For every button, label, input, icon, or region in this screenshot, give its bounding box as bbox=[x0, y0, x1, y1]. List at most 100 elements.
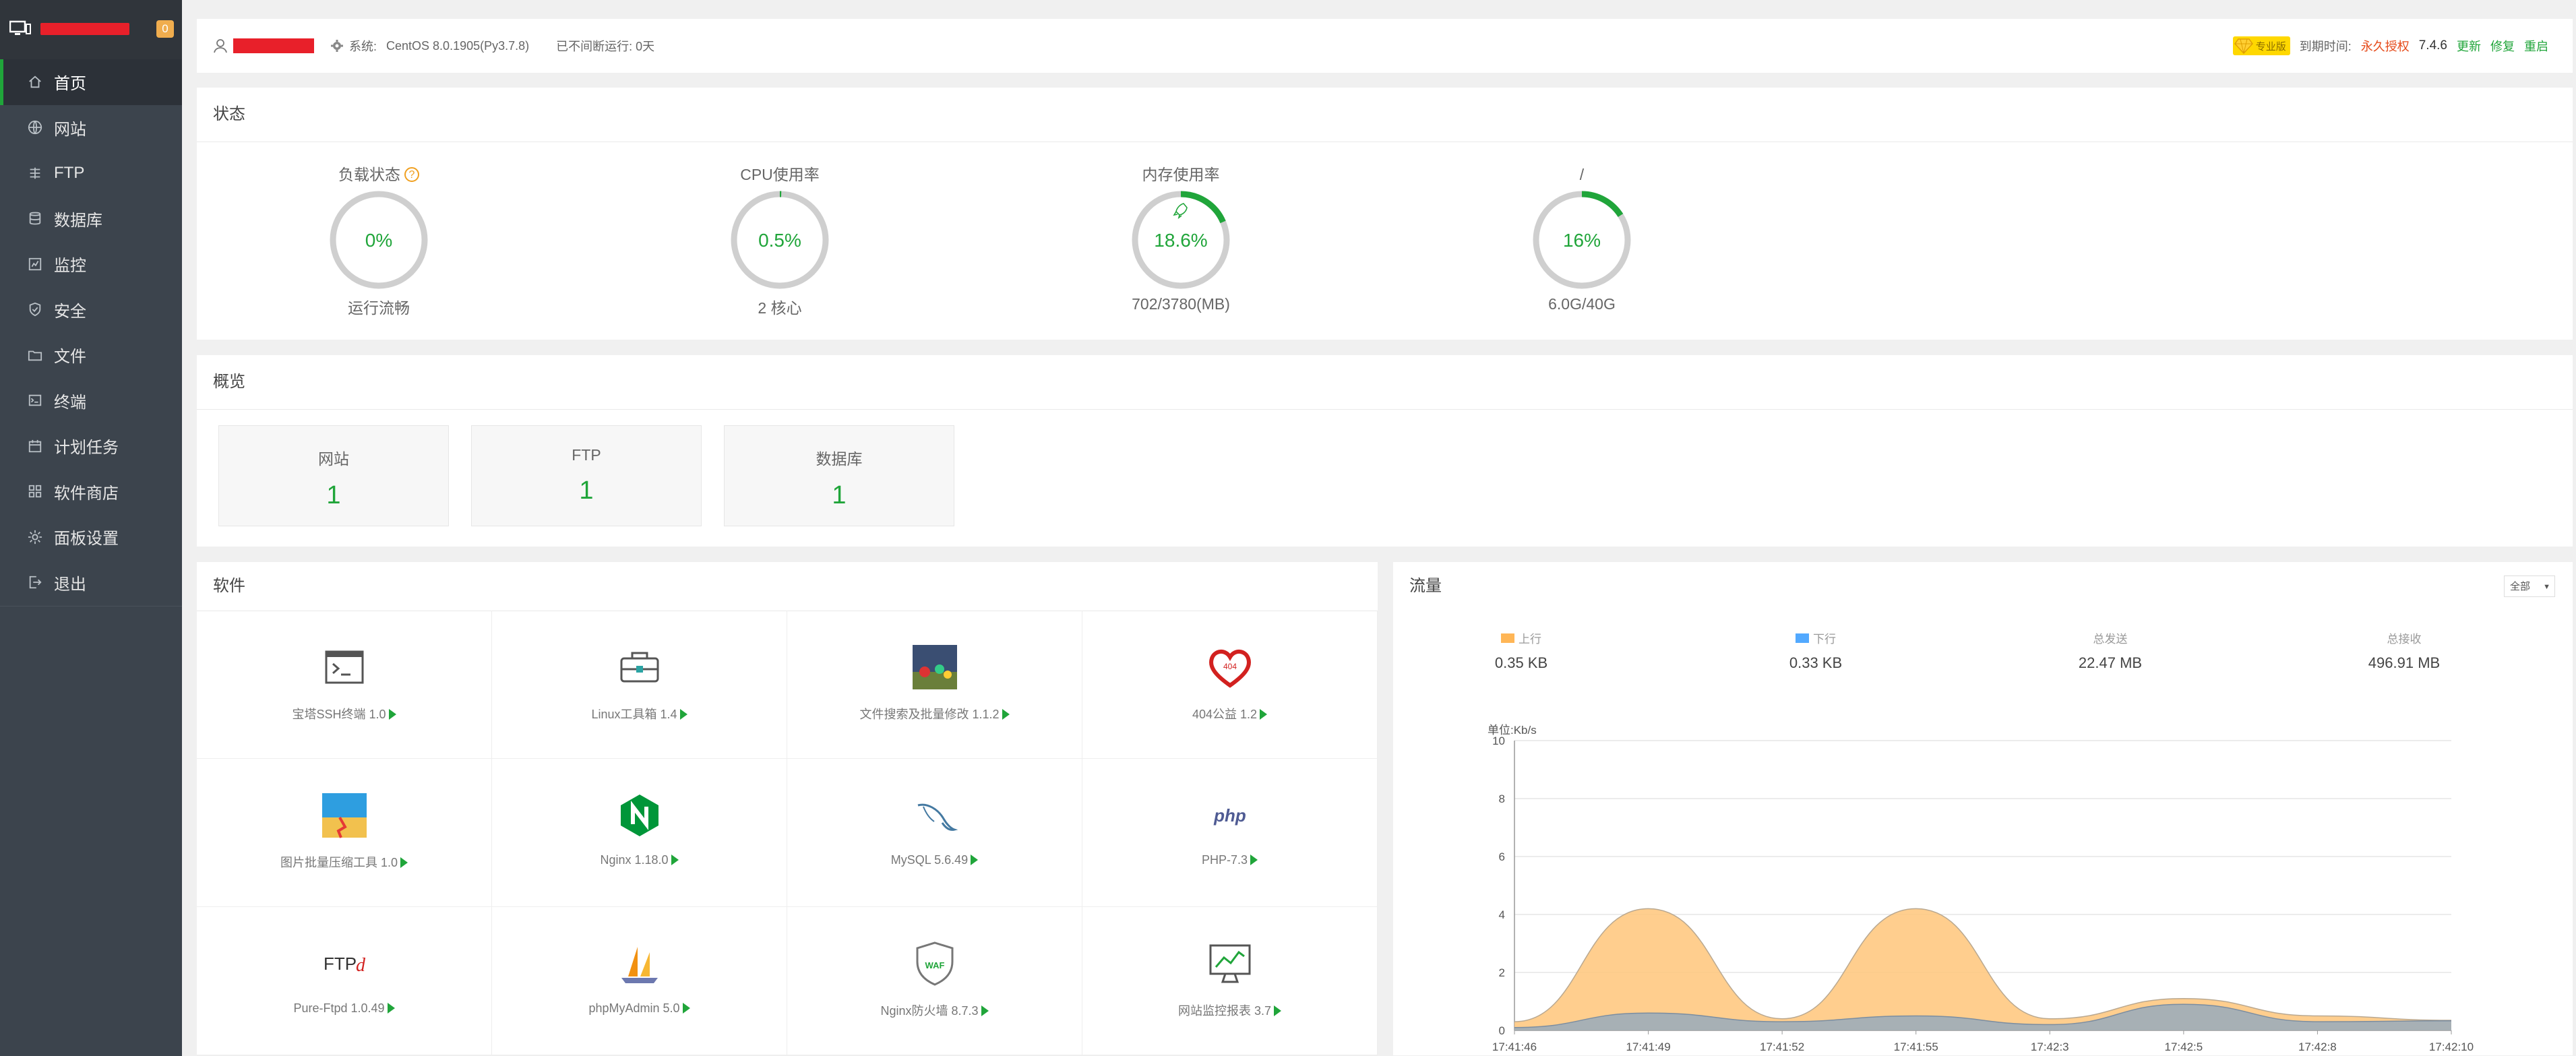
gauge-sub: 6.0G/40G bbox=[1548, 295, 1616, 313]
software-item-2[interactable]: 文件搜索及批量修改 1.1.2 bbox=[787, 611, 1082, 759]
play-arrow-icon[interactable] bbox=[400, 857, 408, 868]
pro-badge: 专业版 bbox=[2232, 36, 2290, 55]
software-item-5[interactable]: Nginx 1.18.0 bbox=[492, 759, 787, 907]
sidebar-item-label: 面板设置 bbox=[54, 530, 119, 549]
software-item-0[interactable]: 宝塔SSH终端 1.0 bbox=[197, 611, 492, 759]
overview-card-name: 网站 bbox=[318, 450, 349, 468]
repair-link[interactable]: 修复 bbox=[2490, 40, 2515, 53]
gear-icon bbox=[331, 40, 343, 52]
gauge-1[interactable]: CPU使用率 0.5% 2 核心 bbox=[712, 163, 847, 318]
play-arrow-icon[interactable] bbox=[1250, 855, 1258, 865]
overview-card-name: 数据库 bbox=[816, 450, 863, 468]
sidebar-item-0[interactable]: 首页 bbox=[0, 59, 182, 105]
software-item-6[interactable]: MySQL 5.6.49 bbox=[787, 759, 1082, 907]
sidebar-item-10[interactable]: 面板设置 bbox=[0, 514, 182, 560]
top-right-actions: 专业版 到期时间: 永久授权 7.4.6 更新 修复 重启 bbox=[2232, 19, 2548, 73]
grid-icon bbox=[27, 483, 43, 499]
overview-card-2[interactable]: 数据库 1 bbox=[724, 425, 954, 526]
software-item-7[interactable]: php PHP-7.3 bbox=[1082, 759, 1378, 907]
top-info-bar: redacted 系统: CentOS 8.0.1905(Py3.7.8) 已不… bbox=[197, 19, 2573, 73]
brand-name: redacted bbox=[40, 23, 129, 35]
svg-text:404: 404 bbox=[1223, 662, 1236, 671]
sidebar-item-label: 软件商店 bbox=[54, 484, 119, 503]
gauge-0[interactable]: 负载状态 ? 0% 运行流畅 bbox=[311, 163, 446, 318]
sidebar-item-label: 监控 bbox=[54, 257, 86, 276]
uptime: 已不间断运行: 0天 bbox=[556, 40, 655, 53]
traffic-stat-value: 496.91 MB bbox=[2368, 654, 2441, 671]
play-arrow-icon[interactable] bbox=[1260, 709, 1268, 720]
sidebar-item-9[interactable]: 软件商店 bbox=[0, 469, 182, 515]
y-tick-label: 2 bbox=[1499, 966, 1505, 979]
play-arrow-icon[interactable] bbox=[981, 1005, 989, 1016]
software-item-4[interactable]: 图片批量压缩工具 1.0 bbox=[197, 759, 492, 907]
sidebar-item-3[interactable]: 数据库 bbox=[0, 196, 182, 242]
traffic-stat-2: 总发送 22.47 MB bbox=[2009, 629, 2211, 672]
software-item-11[interactable]: 网站监控报表 3.7 bbox=[1082, 907, 1378, 1055]
gauge-title-text: CPU使用率 bbox=[740, 166, 820, 183]
traffic-stats: 上行 0.35 KB 下行 0.33 KB 总发送 22.47 MB 总接收 496.… bbox=[1393, 629, 2573, 677]
pro-label: 专业版 bbox=[2255, 40, 2286, 53]
play-arrow-icon[interactable] bbox=[671, 855, 679, 865]
x-tick-label: 17:41:49 bbox=[1626, 1041, 1670, 1053]
gauge-3[interactable]: / 16% 6.0G/40G bbox=[1514, 163, 1649, 313]
sidebar-item-1[interactable]: 网站 bbox=[0, 105, 182, 151]
sidebar-item-6[interactable]: 文件 bbox=[0, 332, 182, 378]
software-item-8[interactable]: FTP d Pure-Ftpd 1.0.49 bbox=[197, 907, 492, 1055]
username: redacted bbox=[233, 38, 314, 53]
overview-card-1[interactable]: FTP 1 bbox=[471, 425, 702, 526]
sidebar-item-7[interactable]: 终端 bbox=[0, 378, 182, 424]
sidebar-item-5[interactable]: 安全 bbox=[0, 287, 182, 333]
gauge-value: 16% bbox=[1563, 230, 1601, 251]
traffic-filter-value: 全部 bbox=[2510, 581, 2531, 592]
overview-card-0[interactable]: 网站 1 bbox=[218, 425, 449, 526]
software-item-label: PHP-7.3 bbox=[1082, 853, 1377, 867]
play-arrow-icon[interactable] bbox=[388, 709, 396, 720]
sidebar-item-2[interactable]: FTP bbox=[0, 150, 182, 196]
traffic-stat-value: 22.47 MB bbox=[2078, 654, 2143, 671]
y-tick-label: 8 bbox=[1499, 793, 1505, 805]
software-item-10[interactable]: WAF Nginx防火墙 8.7.3 bbox=[787, 907, 1082, 1055]
software-item-3[interactable]: 404 404公益 1.2 bbox=[1082, 611, 1378, 759]
traffic-filter-select[interactable]: 全部 ▼ bbox=[2504, 576, 2555, 597]
version: 7.4.6 bbox=[2418, 38, 2447, 53]
sidebar-item-11[interactable]: 退出 bbox=[0, 560, 182, 606]
notification-badge[interactable]: 0 bbox=[156, 20, 174, 38]
software-item-label: 404公益 1.2 bbox=[1082, 705, 1377, 722]
heart-404-icon: 404 bbox=[1203, 640, 1257, 694]
play-arrow-icon[interactable] bbox=[682, 1003, 690, 1014]
play-arrow-icon[interactable] bbox=[387, 1003, 395, 1014]
status-title: 状态 bbox=[197, 88, 2573, 142]
x-tick-label: 17:42:5 bbox=[2164, 1041, 2203, 1053]
sidebar: redacted 0 首页 网站 FTP 数据库 监控 安全 文件 终端 bbox=[0, 0, 182, 1056]
gauge-2[interactable]: 内存使用率 18.6% 702/3780(MB) bbox=[1113, 163, 1248, 313]
x-tick-label: 17:42:8 bbox=[2298, 1041, 2337, 1053]
software-item-label: Nginx防火墙 8.7.3 bbox=[787, 1001, 1082, 1019]
sidebar-item-8[interactable]: 计划任务 bbox=[0, 423, 182, 469]
traffic-stat-label-text: 总发送 bbox=[2093, 633, 2128, 646]
svg-text:d: d bbox=[356, 955, 366, 976]
sidebar-item-label: FTP bbox=[54, 163, 85, 182]
software-item-label: MySQL 5.6.49 bbox=[787, 853, 1082, 867]
series-area-0 bbox=[1514, 908, 2451, 1030]
software-item-name: Pure-Ftpd 1.0.49 bbox=[293, 1001, 385, 1015]
restart-link[interactable]: 重启 bbox=[2524, 40, 2548, 53]
play-arrow-icon[interactable] bbox=[1274, 1005, 1282, 1016]
traffic-stat-value: 0.35 KB bbox=[1494, 654, 1548, 671]
software-item-9[interactable]: phpMyAdmin 5.0 bbox=[492, 907, 787, 1055]
update-link[interactable]: 更新 bbox=[2457, 40, 2481, 53]
series-line-1 bbox=[1514, 1003, 2452, 1028]
calendar-icon bbox=[27, 438, 43, 454]
sidebar-filler bbox=[0, 606, 182, 1056]
series-area-1 bbox=[1514, 1004, 2451, 1030]
system-value: CentOS 8.0.1905(Py3.7.8) bbox=[386, 38, 530, 53]
play-arrow-icon[interactable] bbox=[679, 709, 687, 720]
globe-icon bbox=[27, 119, 43, 135]
play-arrow-icon[interactable] bbox=[971, 855, 979, 865]
help-icon[interactable]: ? bbox=[404, 167, 419, 182]
svg-text:php: php bbox=[1213, 805, 1246, 826]
play-arrow-icon[interactable] bbox=[1002, 709, 1010, 720]
svg-text:WAF: WAF bbox=[925, 960, 944, 970]
gauge-title-text: / bbox=[1579, 166, 1585, 183]
sidebar-item-4[interactable]: 监控 bbox=[0, 241, 182, 287]
software-item-1[interactable]: Linux工具箱 1.4 bbox=[492, 611, 787, 759]
